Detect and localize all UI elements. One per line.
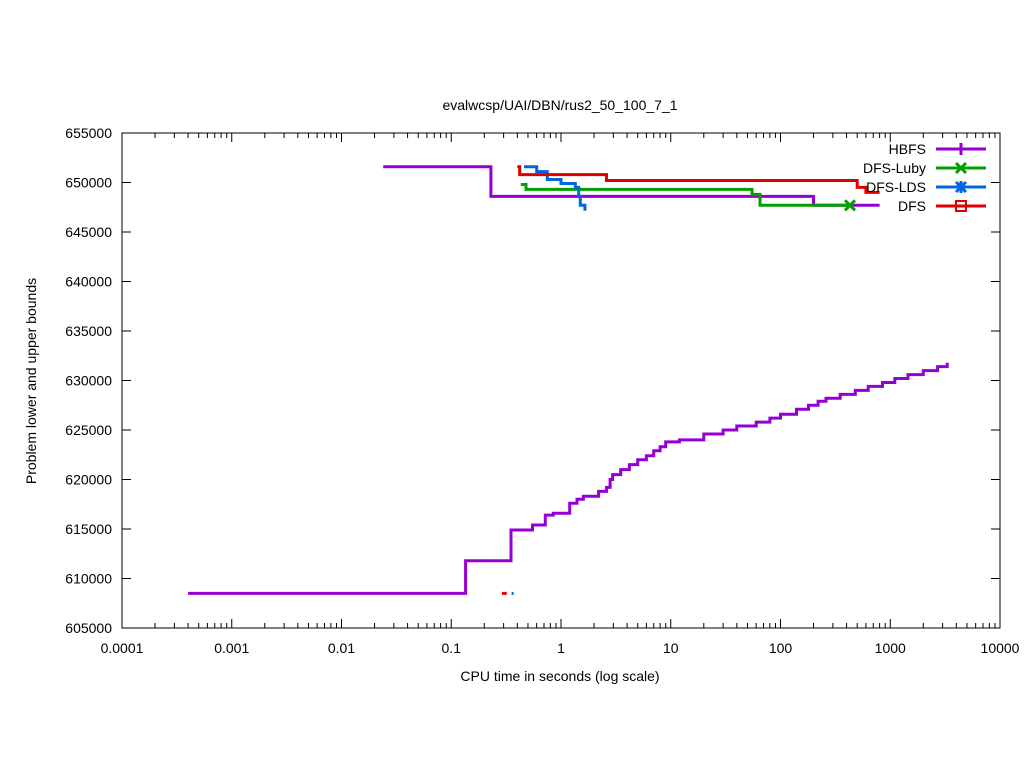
series-dfs-lds-upper-bound-line	[524, 165, 587, 211]
legend-marker-dfs	[955, 200, 967, 212]
y-axis-title: Problem lower and upper bounds	[23, 278, 39, 484]
series-dfs-upper-bound-line	[517, 165, 880, 194]
y-tick-label: 615000	[65, 521, 112, 537]
legend-marker-dfs-lds	[954, 180, 968, 194]
y-tick-label: 605000	[65, 620, 112, 636]
y-tick-label: 650000	[65, 175, 112, 191]
plot-area	[188, 165, 949, 595]
series-dfs-luby-upper-bound-line	[520, 183, 850, 207]
x-tick-label: 10	[663, 640, 679, 656]
x-tick-label: 0.1	[442, 640, 462, 656]
x-tick-label: 100	[769, 640, 793, 656]
x-tick-label: 1	[557, 640, 565, 656]
chart-title: evalwcsp/UAI/DBN/rus2_50_100_7_1	[442, 97, 677, 113]
legend-label-dfs-luby: DFS-Luby	[863, 160, 926, 176]
x-tick-label: 1000	[875, 640, 906, 656]
x-tick-label: 0.001	[214, 640, 249, 656]
series-dfs-luby-end-marker	[843, 199, 857, 212]
legend-marker-hbfs	[955, 143, 967, 155]
y-tick-label: 640000	[65, 274, 112, 290]
legend-label-dfs-lds: DFS-LDS	[866, 179, 926, 195]
y-tick-label: 635000	[65, 323, 112, 339]
series-hbfs-lower-bound-line	[188, 362, 949, 595]
x-axis: 0.0001 0.001 0.01 0.1 1 10 100 1000 10000	[101, 133, 1020, 656]
x-axis-title: CPU time in seconds (log scale)	[460, 668, 659, 684]
y-axis: 605000 610000 615000 620000 625000 630000 6350…	[65, 125, 1000, 636]
y-tick-label: 625000	[65, 422, 112, 438]
y-tick-label: 610000	[65, 571, 112, 587]
legend-marker-dfs-luby	[954, 161, 968, 175]
y-tick-label: 630000	[65, 373, 112, 389]
x-tick-label: 10000	[981, 640, 1020, 656]
legend-label-dfs: DFS	[898, 198, 926, 214]
y-tick-label: 655000	[65, 125, 112, 141]
legend: HBFS DFS-Luby DFS-LDS DFS	[863, 141, 986, 214]
legend-label-hbfs: HBFS	[889, 141, 926, 157]
y-tick-label: 645000	[65, 224, 112, 240]
y-tick-label: 620000	[65, 472, 112, 488]
x-tick-label: 0.01	[328, 640, 355, 656]
x-tick-label: 0.0001	[101, 640, 144, 656]
